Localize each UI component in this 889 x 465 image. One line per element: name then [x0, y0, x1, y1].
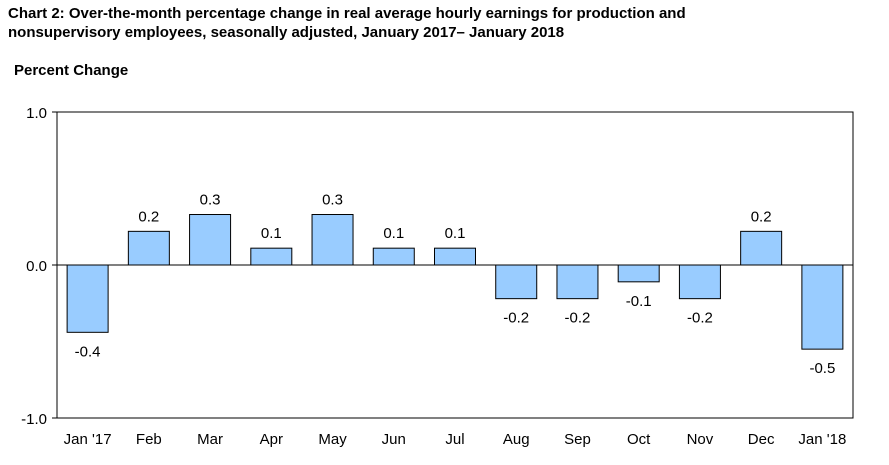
bar [189, 214, 232, 266]
x-tick-label: Mar [197, 431, 223, 448]
x-tick-label: Aug [503, 431, 530, 448]
bar [311, 214, 354, 266]
y-tick-label: -1.0 [21, 411, 47, 428]
data-label: -0.2 [565, 310, 591, 327]
y-tick-label: 1.0 [26, 105, 47, 122]
data-label: 0.1 [261, 225, 282, 242]
bar [801, 264, 844, 350]
x-tick-label: Jun [382, 431, 406, 448]
data-label: 0.1 [445, 225, 466, 242]
x-tick-label: Dec [748, 431, 775, 448]
bar [740, 230, 783, 266]
bar [556, 264, 599, 300]
x-tick-label: Oct [627, 431, 651, 448]
data-label: -0.2 [503, 310, 529, 327]
x-tick-label: May [318, 431, 347, 448]
chart-title: Chart 2: Over-the-month percentage chang… [8, 4, 868, 42]
x-tick-label: Nov [687, 431, 714, 448]
bar [250, 247, 293, 266]
data-label: 0.3 [322, 192, 343, 209]
y-tick-label: 0.0 [26, 258, 47, 275]
x-tick-label: Apr [260, 431, 283, 448]
bar [434, 247, 476, 266]
y-axis-title: Percent Change [14, 62, 129, 79]
bar [372, 247, 415, 266]
data-label: 0.3 [200, 192, 221, 209]
bar [678, 264, 721, 300]
data-label: 0.2 [751, 208, 772, 225]
data-label: 0.2 [138, 208, 159, 225]
bar [66, 264, 109, 333]
data-label: -0.2 [687, 310, 713, 327]
bar [127, 230, 170, 266]
chart-title-line-2: nonsupervisory employees, seasonally adj… [8, 24, 565, 41]
data-label: 0.1 [383, 225, 404, 242]
x-tick-label: Sep [564, 431, 591, 448]
x-tick-label: Jan '17 [64, 431, 112, 448]
chart-title-line-1: Chart 2: Over-the-month percentage chang… [8, 5, 686, 22]
data-label: -0.5 [809, 360, 835, 377]
data-label: -0.1 [626, 293, 652, 310]
x-tick-label: Feb [136, 431, 162, 448]
x-tick-label: Jan '18 [798, 431, 846, 448]
bar [495, 264, 538, 300]
data-label: -0.4 [75, 343, 101, 360]
bar [617, 264, 660, 283]
x-tick-label: Jul [445, 431, 464, 448]
